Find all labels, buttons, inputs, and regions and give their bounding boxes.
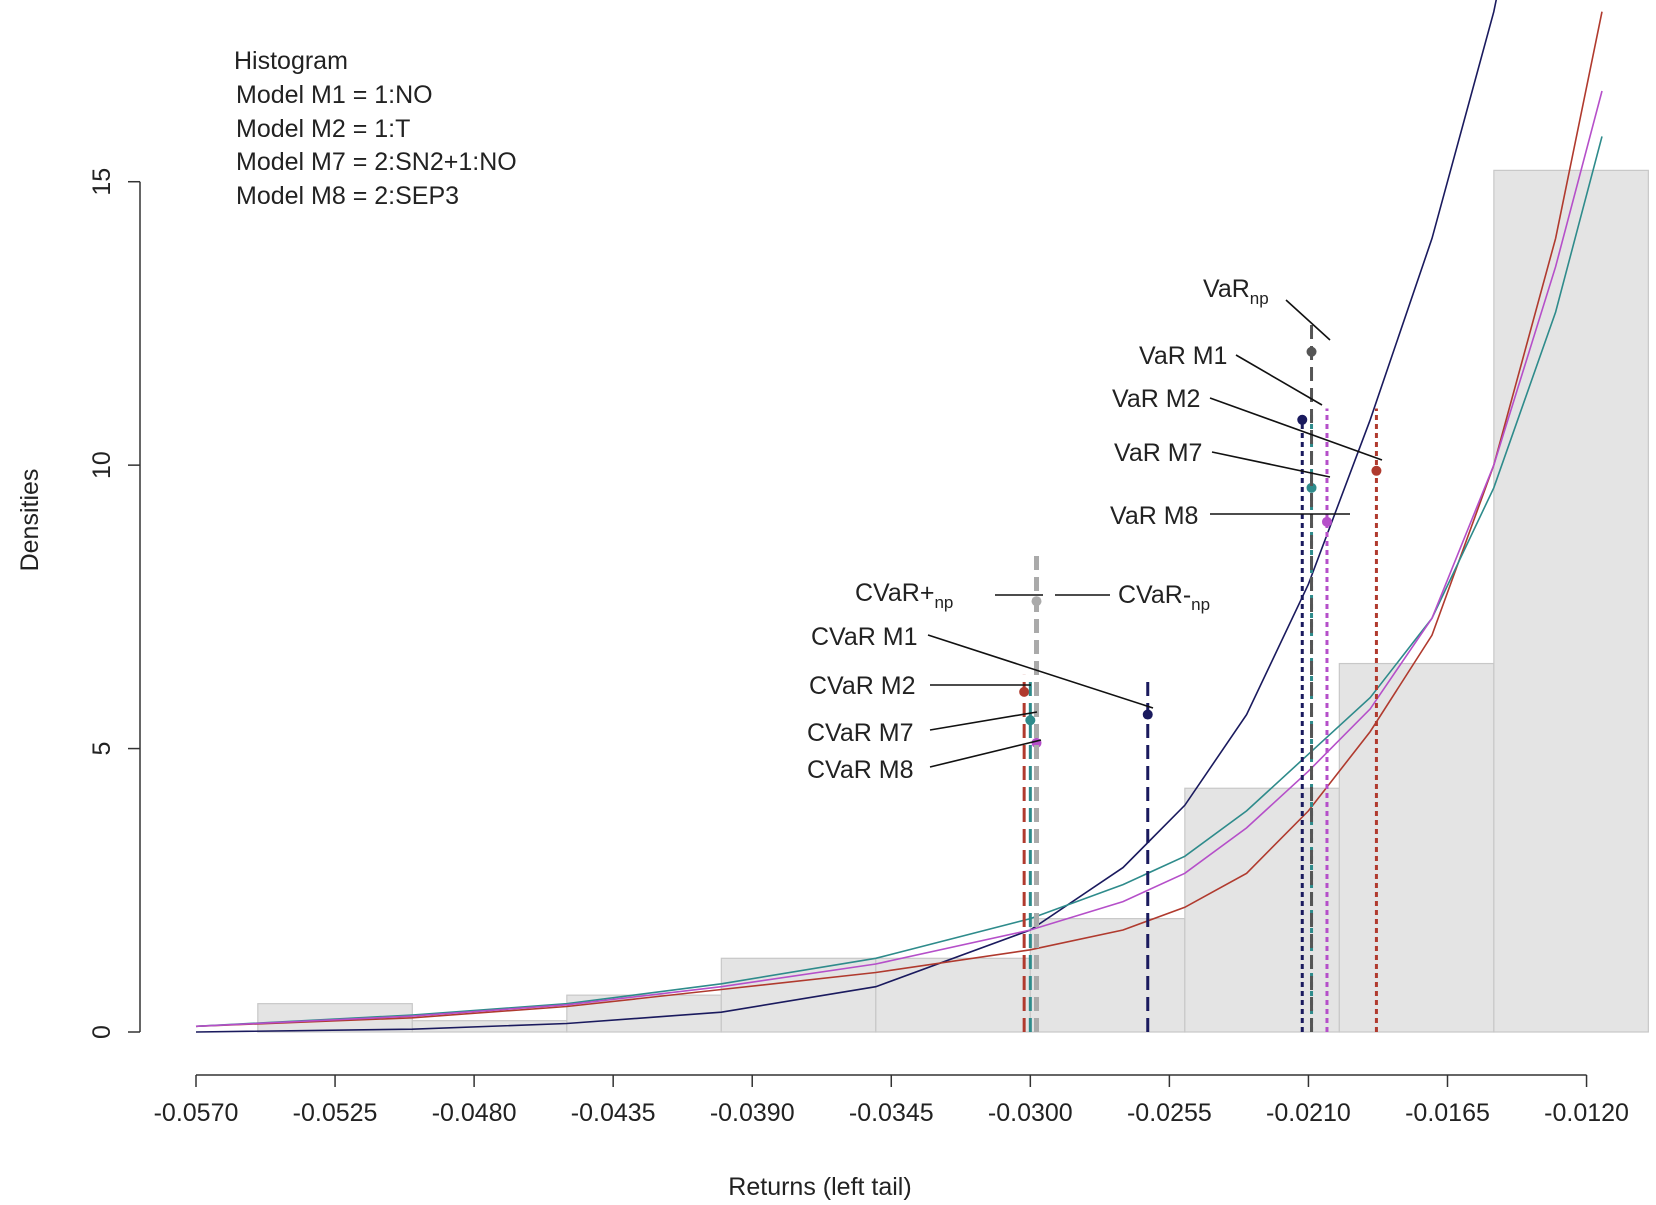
cvar-minus-np-label-sub: np [1191, 595, 1210, 614]
x-tick-label-4: -0.0390 [710, 1099, 795, 1127]
cvar-m2-label: CVaR M2 [809, 672, 916, 700]
cvar-plus-np-label-sub: np [934, 593, 953, 612]
histogram-bars [257, 169, 1649, 1033]
var-marker-3 [1321, 516, 1332, 527]
density-curves [195, 0, 1603, 1033]
cvar-minus-np-label-main: CVaR- [1118, 581, 1191, 609]
legend-line-model-m1: Model M1 = 1:NO [236, 81, 433, 109]
cvar-marker-1 [1019, 686, 1030, 697]
var-m8-label: VaR M8 [1110, 502, 1198, 530]
var-np-leader [1285, 299, 1331, 341]
var-marker-2 [1306, 482, 1317, 493]
cvar-marker-0 [1142, 709, 1153, 720]
legend-line-histogram: Histogram [234, 47, 348, 75]
axes: -0.0570 -0.0525 -0.0480 -0.0435 -0.0390 -0.03… [88, 168, 1629, 1127]
risk-lines [1019, 323, 1382, 1032]
legend-line-model-m7: Model M7 = 2:SN2+1:NO [236, 148, 517, 176]
cvar-m7-leader [929, 711, 1038, 731]
y-tick-label-0: 0 [88, 1025, 116, 1039]
cvar-m8-label: CVaR M8 [807, 756, 914, 784]
cvar-minus-np-label: CVaR-np [1118, 581, 1210, 614]
cvar-m7-label: CVaR M7 [807, 719, 914, 747]
annotation-leaders [927, 299, 1383, 768]
x-tick-label-6: -0.0300 [988, 1099, 1073, 1127]
var-np-label-sub: np [1250, 289, 1269, 308]
var-marker-1 [1371, 465, 1382, 476]
var-np-label: VaRnp [1203, 275, 1269, 308]
cvar-plus-np-label: CVaR+np [855, 579, 953, 612]
var-np-label-main: VaR [1203, 275, 1250, 303]
histogram-bar-3 [720, 957, 877, 1033]
x-tick-label-10: -0.0120 [1544, 1099, 1629, 1127]
density-curve-1 [195, 11, 1603, 1028]
cvar-m1-leader [927, 634, 1154, 709]
x-tick-label-7: -0.0255 [1127, 1099, 1212, 1127]
x-tick-label-1: -0.0525 [293, 1099, 378, 1127]
x-tick-label-9: -0.0165 [1405, 1099, 1490, 1127]
cvar-m1-label: CVaR M1 [811, 623, 918, 651]
histogram-bar-7 [1338, 662, 1495, 1033]
y-axis-title: Densities [16, 469, 44, 572]
legend-line-model-m2: Model M2 = 1:T [236, 115, 410, 143]
density-curve-0 [195, 0, 1498, 1033]
x-tick-label-8: -0.0210 [1266, 1099, 1351, 1127]
var-m2-label: VaR M2 [1112, 385, 1200, 413]
histogram-bar-6 [1184, 787, 1340, 1033]
var-marker-4 [1306, 346, 1317, 357]
var-m1-leader [1235, 354, 1323, 406]
var-m7-label: VaR M7 [1114, 439, 1202, 467]
var-m1-label: VaR M1 [1139, 342, 1227, 370]
x-tick-label-3: -0.0435 [571, 1099, 656, 1127]
legend-box [160, 35, 650, 220]
var-m7-leader [1211, 451, 1331, 478]
var-marker-0 [1297, 414, 1308, 425]
x-axis-title: Returns (left tail) [728, 1173, 911, 1201]
cvar-marker-4 [1031, 596, 1042, 607]
x-tick-label-0: -0.0570 [154, 1099, 239, 1127]
histogram-bar-5 [1029, 918, 1186, 1033]
cvar-m8-leader [929, 739, 1042, 768]
density-curve-2 [195, 136, 1603, 1028]
cvar-marker-2 [1025, 715, 1036, 726]
y-tick-label-3: 15 [88, 168, 116, 196]
histogram-bar-8 [1493, 169, 1649, 1033]
x-tick-label-5: -0.0345 [849, 1099, 934, 1127]
x-tick-label-2: -0.0480 [432, 1099, 517, 1127]
density-curve-3 [195, 90, 1603, 1028]
legend-line-model-m8: Model M8 = 2:SEP3 [236, 182, 459, 210]
histogram-bar-4 [875, 957, 1031, 1033]
cvar-plus-np-label-main: CVaR+ [855, 579, 934, 607]
y-tick-label-1: 5 [88, 742, 116, 756]
var-m2-leader [1209, 397, 1383, 461]
y-tick-label-2: 10 [88, 451, 116, 479]
